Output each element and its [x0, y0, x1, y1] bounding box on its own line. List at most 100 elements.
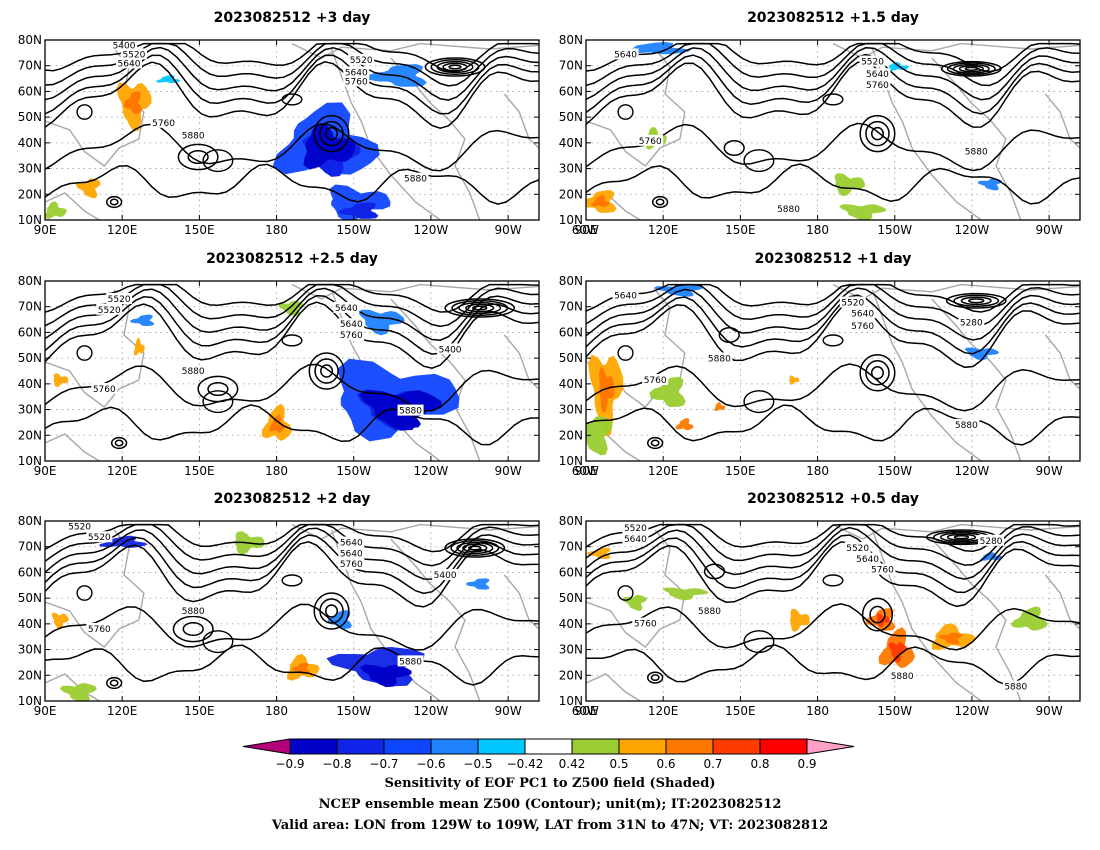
sensitivity-shading [839, 204, 886, 220]
lat-tick-label: 50N [559, 591, 583, 605]
closed-contour [859, 354, 896, 392]
sensitivity-shading [269, 414, 285, 433]
contour-label-bg [978, 534, 1005, 546]
contour-label: 5880 [698, 607, 721, 617]
contour-label: 5760 [634, 620, 657, 630]
closed-contour [647, 436, 664, 450]
contour-label: 5880 [399, 407, 422, 417]
lon-tick-label: 90W [495, 704, 522, 718]
lon-tick-label: 120W [414, 223, 449, 237]
panel-title: 2023082512 +3 day [214, 10, 371, 26]
contour-label: 5520 [841, 299, 864, 309]
coastline [45, 529, 145, 648]
lon-tick-label: 90W [495, 223, 522, 237]
contour-label: 5520 [624, 524, 647, 534]
closed-contour [953, 294, 1000, 307]
contour-label: 5880 [777, 205, 800, 215]
contour-label: 5880 [182, 607, 205, 617]
z500-contour [586, 541, 1080, 608]
closed-contour [325, 604, 339, 618]
colorbar: −0.9 −0.8 −0.7 −0.6 −0.5 −0.42 0.42 0.5 0.6 0.7 0.… [242, 738, 855, 771]
contour-label: 5760 [93, 385, 116, 395]
lon-tick-label: 150W [336, 223, 371, 237]
lon-tick-label: 120W [955, 464, 990, 478]
closed-contour [964, 66, 978, 71]
closed-contour [202, 630, 234, 654]
contour-label-bg [96, 303, 123, 315]
contour-label-bg [180, 129, 207, 141]
closed-contour [458, 301, 502, 315]
lon-tick-label: 150W [336, 464, 371, 478]
z500-contour [45, 527, 539, 580]
closed-contour [172, 615, 214, 643]
lon-tick-label: 90E [575, 464, 598, 478]
contour-label-bg [637, 134, 664, 146]
contour-label: 5640 [866, 70, 889, 80]
map-frame [44, 280, 540, 462]
contour-label-bg [338, 558, 365, 570]
contour-label-bg [958, 316, 985, 328]
closed-contour [430, 59, 480, 75]
z500-contour [586, 46, 1080, 101]
contour-label-bg [612, 48, 639, 60]
map-frame [585, 280, 1081, 462]
lon-tick-label: 180 [265, 223, 288, 237]
coastline [330, 48, 441, 220]
colorbar-segment [336, 738, 385, 755]
lon-tick-label: 90E [575, 223, 598, 237]
lat-tick-label: 10N [559, 694, 583, 708]
sensitivity-shading [359, 664, 412, 688]
closed-contour [313, 592, 350, 630]
contour-label-bg [106, 293, 133, 304]
contour-label: 5520 [98, 306, 121, 316]
z500-contour [586, 363, 1080, 412]
contour-label-bg [150, 116, 177, 128]
closed-contour [281, 93, 303, 106]
sensitivity-shading [591, 195, 610, 208]
contour-label-bg [66, 521, 93, 532]
contour-label-bg [706, 352, 733, 364]
map-panel-3: 55205640552056405760540058805760588080N7… [18, 251, 599, 478]
lat-tick-label: 60N [18, 565, 42, 579]
lat-tick-label: 30N [18, 403, 42, 417]
closed-contour [940, 60, 1002, 77]
coastline [503, 574, 539, 630]
closed-contour [822, 574, 844, 587]
closed-contour [617, 104, 634, 120]
lat-tick-label: 80N [18, 33, 42, 47]
colorbar-label: −0.6 [416, 757, 445, 771]
closed-contour [650, 439, 660, 447]
coastline [931, 538, 1022, 701]
contour-label-bg [397, 404, 424, 416]
closed-contour [743, 149, 775, 173]
contour-label-bg [437, 343, 464, 355]
colorbar-segment [524, 738, 573, 755]
colorbar-label: 0.8 [750, 757, 769, 771]
map-frame [585, 39, 1081, 221]
lat-tick-label: 40N [18, 617, 42, 631]
panel-title: 2023082512 +0.5 day [747, 491, 919, 507]
sensitivity-shading [358, 309, 405, 336]
closed-contour [822, 334, 844, 347]
closed-contour [444, 538, 506, 558]
closed-contour [647, 671, 664, 684]
closed-contour [952, 63, 990, 74]
lon-tick-label: 90E [34, 223, 57, 237]
contour-label-bg [696, 605, 723, 616]
contour-label-bg [397, 655, 424, 667]
contour-label: 5880 [891, 672, 914, 682]
closed-contour [822, 93, 844, 106]
sensitivity-shading [937, 632, 963, 645]
z500-contour [45, 294, 539, 355]
lon-tick-label: 180 [265, 464, 288, 478]
sensitivity-shading [622, 594, 647, 611]
contour-label: 5880 [1004, 683, 1027, 693]
closed-contour [718, 327, 740, 343]
z500-contour [586, 42, 1080, 87]
closed-contour [472, 305, 488, 311]
lon-tick-label: 120E [648, 464, 679, 478]
closed-contour [468, 545, 482, 551]
lat-tick-label: 80N [18, 514, 42, 528]
